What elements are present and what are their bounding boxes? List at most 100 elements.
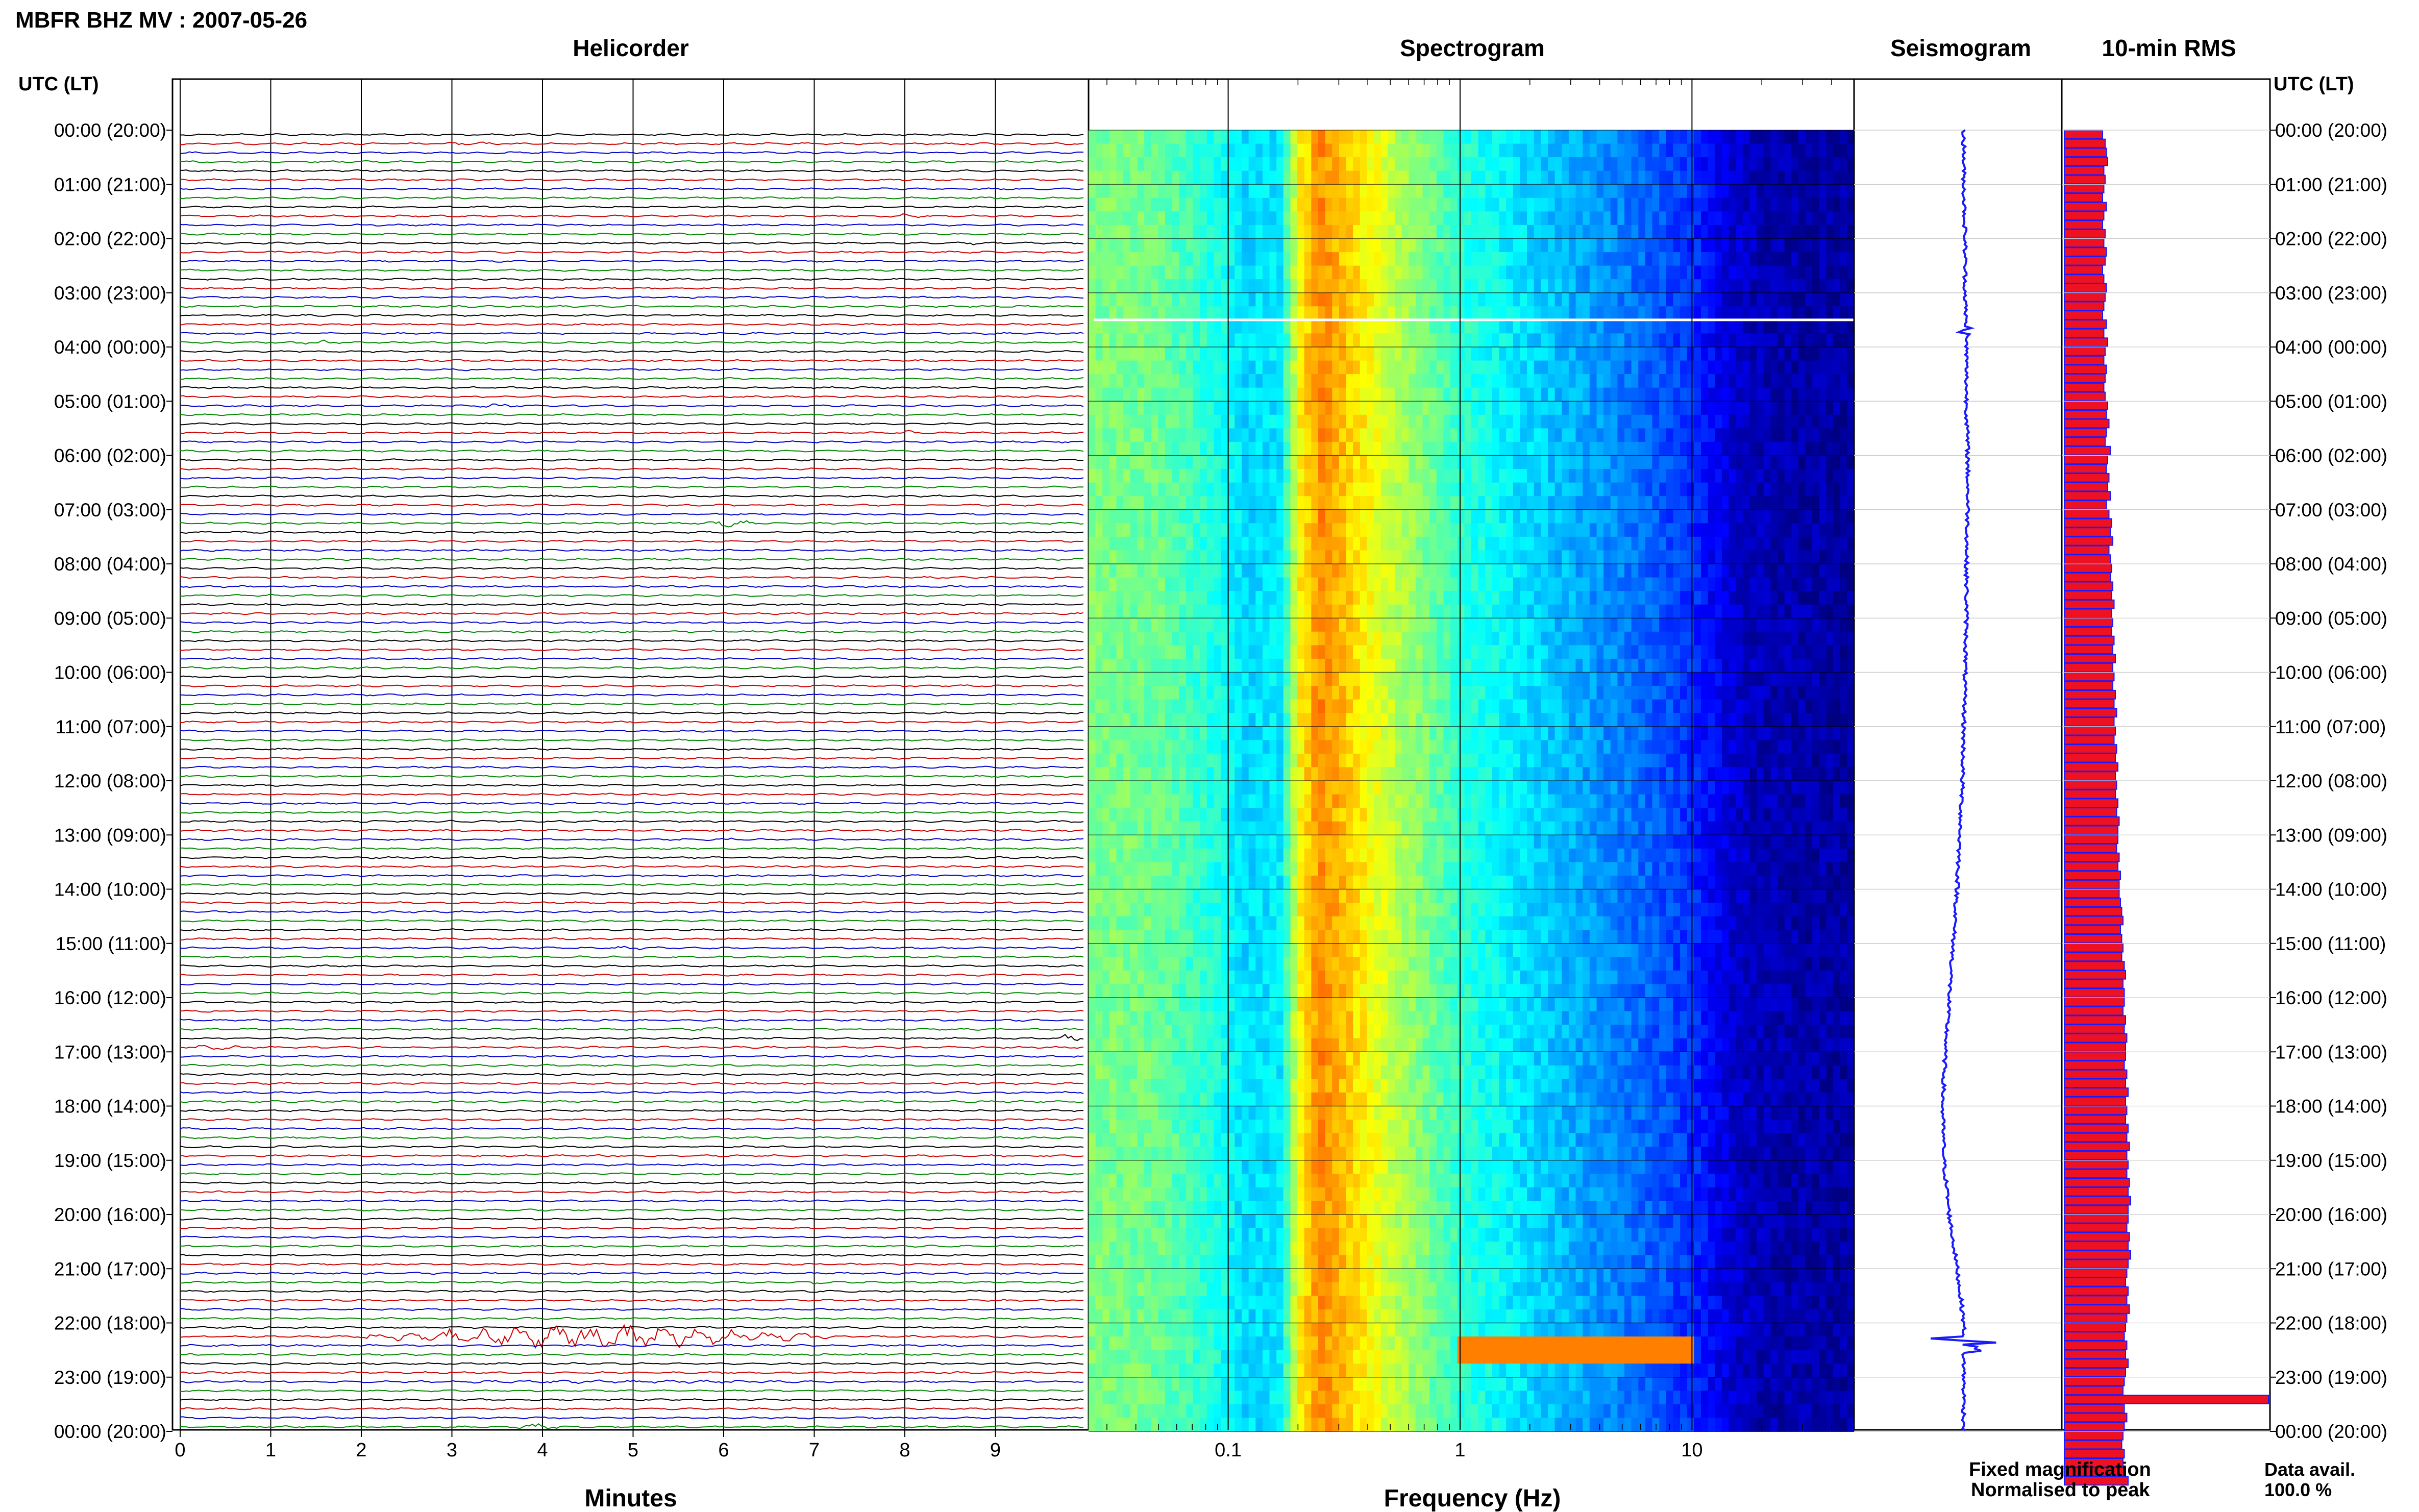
spectrogram-cell	[1659, 550, 1667, 564]
spectrogram-cell	[1485, 333, 1493, 348]
spectrogram-cell	[1415, 482, 1423, 497]
spectrogram-cell	[1659, 143, 1667, 158]
spectrogram-cell	[1144, 482, 1152, 497]
spectrogram-cell	[1346, 265, 1353, 280]
spectrogram-cell	[1374, 658, 1381, 673]
spectrogram-cell	[1242, 238, 1249, 253]
spectrogram-cell	[1450, 658, 1458, 673]
spectrogram-cell	[1102, 550, 1110, 564]
spectrogram-cell	[1353, 686, 1361, 700]
spectrogram-cell	[1374, 523, 1381, 537]
spectrogram-cell	[1736, 645, 1743, 659]
spectrogram-cell	[1471, 496, 1479, 510]
spectrogram-cell	[1395, 238, 1402, 253]
spectrogram-cell	[1151, 279, 1159, 293]
spectrogram-cell	[1415, 550, 1423, 564]
helicorder-trace	[180, 748, 1084, 751]
spectrogram-cell	[1464, 374, 1472, 388]
spectrogram-cell	[1102, 536, 1110, 551]
spectrogram-cell	[1499, 184, 1507, 199]
spectrogram-cell	[1812, 292, 1820, 307]
spectrogram-cell	[1158, 130, 1166, 144]
spectrogram-cell	[1819, 401, 1827, 415]
helicorder-trace	[180, 1262, 1084, 1266]
spectrogram-cell	[1409, 225, 1416, 239]
spectrogram-cell	[1798, 496, 1806, 510]
helicorder-trace	[180, 1362, 1084, 1366]
helicorder-trace	[180, 1353, 1084, 1356]
spectrogram-cell	[1513, 387, 1521, 402]
spectrogram-cell	[1095, 564, 1103, 578]
spectrogram-cell	[1214, 360, 1221, 375]
helicorder-trace	[180, 1423, 1084, 1429]
spectrogram-cell	[1367, 658, 1374, 673]
spectrogram-cell	[1471, 197, 1479, 212]
spectrogram-cell	[1450, 428, 1458, 442]
spectrogram-cell	[1805, 441, 1813, 456]
spectrogram-cell	[1471, 469, 1479, 483]
spectrogram-cell	[1457, 401, 1465, 415]
spectrogram-cell	[1784, 496, 1792, 510]
spectrogram-cell	[1812, 523, 1820, 537]
spectrogram-cell	[1374, 130, 1381, 144]
spectrogram-cell	[1186, 387, 1194, 402]
spectrogram-cell	[1541, 184, 1548, 199]
spectrogram-cell	[1757, 225, 1764, 239]
spectrogram-cell	[1680, 414, 1688, 429]
spectrogram-cell	[1826, 292, 1834, 307]
spectrogram-cell	[1694, 401, 1701, 415]
spectrogram-cell	[1492, 387, 1500, 402]
spectrogram-cell	[1395, 645, 1402, 659]
spectrogram-cell	[1478, 699, 1486, 713]
spectrogram-cell	[1262, 157, 1270, 171]
spectrogram-cell	[1729, 197, 1736, 212]
spectrogram-cell	[1534, 631, 1542, 646]
spectrogram-cell	[1304, 469, 1312, 483]
spectrogram-cell	[1485, 130, 1493, 144]
spectrogram-cell	[1701, 347, 1709, 361]
helicorder-trace	[180, 648, 1084, 652]
spectrogram-cell	[1214, 157, 1221, 171]
spectrogram-cell	[1450, 143, 1458, 158]
spectrogram-cell	[1095, 306, 1103, 320]
helicorder-trace	[180, 1172, 1084, 1176]
spectrogram-cell	[1436, 591, 1444, 605]
spectrogram-cell	[1367, 686, 1374, 700]
spectrogram-cell	[1527, 564, 1535, 578]
spectrogram-cell	[1624, 713, 1632, 727]
spectrogram-cell	[1235, 197, 1242, 212]
spectrogram-cell	[1248, 252, 1256, 266]
spectrogram-cell	[1269, 319, 1277, 334]
spectrogram-cell	[1520, 631, 1527, 646]
spectrogram-cell	[1130, 658, 1138, 673]
spectrogram-cell	[1562, 306, 1569, 320]
spectrogram-cell	[1283, 225, 1291, 239]
helicorder-trace	[180, 1009, 1084, 1013]
spectrogram-cell	[1235, 564, 1242, 578]
spectrogram-cell	[1318, 157, 1326, 171]
spectrogram-cell	[1144, 211, 1152, 226]
spectrogram-cell	[1089, 157, 1096, 171]
spectrogram-cell	[1833, 225, 1841, 239]
spectrogram-cell	[1499, 143, 1507, 158]
spectrogram-cell	[1186, 482, 1194, 497]
spectrogram-cell	[1478, 631, 1486, 646]
spectrogram-cell	[1255, 360, 1263, 375]
spectrogram-cell	[1193, 347, 1200, 361]
spectrogram-cell	[1269, 509, 1277, 524]
spectrogram-cell	[1534, 387, 1542, 402]
spectrogram-cell	[1554, 292, 1562, 307]
spectrogram-cell	[1311, 143, 1319, 158]
spectrogram-cell	[1784, 645, 1792, 659]
spectrogram-cell	[1443, 577, 1451, 591]
spectrogram-cell	[1757, 157, 1764, 171]
spectrogram-cell	[1409, 170, 1416, 185]
spectrogram-cell	[1123, 157, 1131, 171]
spectrogram-cell	[1172, 645, 1179, 659]
spectrogram-cell	[1742, 143, 1750, 158]
spectrogram-cell	[1694, 672, 1701, 686]
spectrogram-cell	[1395, 143, 1402, 158]
spectrogram-cell	[1513, 523, 1521, 537]
spectrogram-cell	[1819, 184, 1827, 199]
spectrogram-cell	[1548, 292, 1556, 307]
